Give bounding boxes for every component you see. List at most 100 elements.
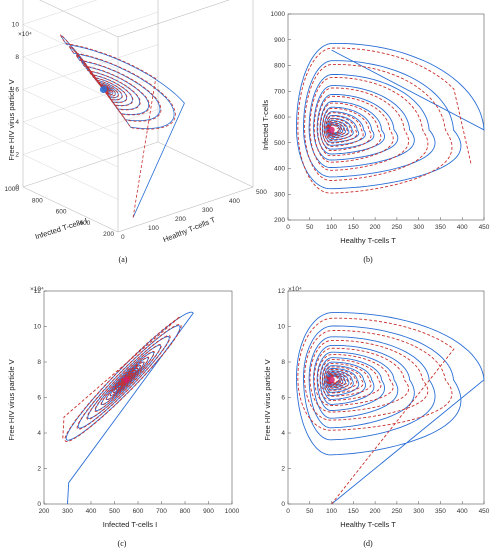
panel-a-gridline <box>22 141 159 188</box>
panel-d-ylabel: Free HIV virus particle V <box>263 359 272 440</box>
panel-b-xtick-label: 200 <box>370 224 381 231</box>
panel-a-ytick-label: 1000 <box>5 186 20 193</box>
panel-a-3d-plot: 0246810122004006008001000010020030040050… <box>5 0 267 264</box>
panel-b-xtick-label: 300 <box>413 224 424 231</box>
panel-d-ytick-label: 8 <box>281 359 285 366</box>
panel-b-ytick-label: 300 <box>274 191 285 198</box>
panel-c-xtick-label: 200 <box>39 508 50 515</box>
panel-b-xtick-label: 50 <box>306 224 314 231</box>
panel-b-series-dashed <box>297 47 472 194</box>
panel-b-ytick-label: 600 <box>274 114 285 121</box>
panel-a-trajectories <box>60 34 185 218</box>
panel-a-ytick-label: 800 <box>32 197 43 204</box>
panel-b-series-solid <box>296 42 485 190</box>
panel-d-xtick-label: 400 <box>457 508 468 515</box>
panel-b-ytick-label: 800 <box>274 63 285 70</box>
panel-a-ztick-label: 8 <box>15 54 19 61</box>
panel-d-plot: ×10⁴ Free HIV virus particle V Healthy T… <box>263 286 490 548</box>
panel-c-ytick-label: 0 <box>37 501 41 508</box>
panel-b-ytick-label: 700 <box>274 88 285 95</box>
panel-c-ytick-label: 10 <box>34 324 42 331</box>
panel-a-box-edge <box>117 0 230 38</box>
panel-d-ytick-label: 0 <box>281 501 285 508</box>
panel-d-caption: (d) <box>363 539 373 548</box>
panel-a-caption: (a) <box>119 255 128 264</box>
panel-a-ytick-label: 200 <box>103 231 114 238</box>
panel-c-xlabel: Infected T-cells I <box>103 520 157 529</box>
panel-a-gridline <box>22 89 119 135</box>
panel-b-xtick-label: 100 <box>326 224 337 231</box>
panel-a-ztick-label: 6 <box>15 87 19 94</box>
panel-c-xtick-label: 700 <box>156 508 167 515</box>
panel-c-plot: ×10⁴ Free HIV virus particle V Infected … <box>7 286 240 548</box>
panel-c-xtick-label: 500 <box>109 508 120 515</box>
panel-a-gridline <box>39 0 119 38</box>
panel-a-ztick-label: 2 <box>15 152 19 159</box>
panel-a-equilibrium-marker <box>99 86 107 94</box>
panel-b-ytick-label: 400 <box>274 166 285 173</box>
panel-a-gridline <box>22 11 159 58</box>
panel-a-ztick-label: 10 <box>12 22 20 29</box>
panel-c-y-multiplier: ×10⁴ <box>30 286 44 293</box>
panel-c-frame <box>43 290 233 505</box>
panel-b-xlabel: Healthy T-cells T <box>340 236 396 245</box>
panel-b-ytick-label: 900 <box>274 37 285 44</box>
panel-c-ytick-label: 6 <box>37 395 41 402</box>
panel-c-ylabel: Free HIV virus particle V <box>7 359 16 440</box>
panel-c-xtick-label: 900 <box>203 508 214 515</box>
panel-d-xtick-label: 150 <box>348 508 359 515</box>
panel-a-xlabel: Healthy T-cells T <box>162 215 217 244</box>
panel-b-ytick-label: 1000 <box>271 11 286 18</box>
panel-c-xtick-label: 400 <box>86 508 97 515</box>
panel-b-frame <box>287 13 485 221</box>
panel-a-ytick-label: 600 <box>56 209 67 216</box>
panel-a-xtick-label: 0 <box>121 234 125 241</box>
panel-b-xtick-label: 250 <box>391 224 402 231</box>
panel-d-xtick-label: 450 <box>479 508 490 515</box>
panel-c-xtick-label: 300 <box>62 508 73 515</box>
panel-d-xtick-label: 200 <box>370 508 381 515</box>
panel-a-xtick-label: 500 <box>256 189 267 196</box>
panel-d-series-dashed <box>297 317 455 505</box>
panel-c-equilibrium-marker <box>123 376 130 383</box>
panel-c-xtick-label: 800 <box>180 508 191 515</box>
panel-a-ztick-label: 4 <box>15 119 19 126</box>
panel-b-xtick-label: 350 <box>435 224 446 231</box>
panel-c-series-dashed <box>62 316 182 442</box>
panel-a-gridline <box>22 109 159 155</box>
panel-a-ztick-label: 0 <box>15 184 19 191</box>
panel-b-caption: (b) <box>363 255 373 264</box>
panel-d-ytick-label: 12 <box>278 288 286 295</box>
panel-d-xtick-label: 0 <box>286 508 290 515</box>
panel-a-xtick-label: 200 <box>175 216 186 223</box>
panel-d-xtick-label: 100 <box>326 508 337 515</box>
panel-d-xtick-label: 50 <box>306 508 314 515</box>
panel-d-xlabel: Healthy T-cells T <box>340 520 396 529</box>
panel-b-ytick-label: 500 <box>274 140 285 147</box>
panel-d-series-solid <box>296 312 485 505</box>
panel-b-equilibrium-marker <box>328 126 335 134</box>
panel-d-xtick-label: 350 <box>435 508 446 515</box>
panel-a-ytick-label: 400 <box>79 220 90 227</box>
panel-c-ytick-label: 8 <box>37 359 41 366</box>
panel-a-gridline <box>22 154 119 200</box>
panel-a-z-multiplier: ×10⁴ <box>18 31 32 38</box>
panel-a-series-solid <box>60 35 185 218</box>
panel-a-gridline <box>22 56 119 103</box>
panel-c-xtick-label: 600 <box>133 508 144 515</box>
panel-b-xtick-label: 400 <box>457 224 468 231</box>
panel-c-xtick-label: 1000 <box>225 508 240 515</box>
panel-a-gridline <box>22 186 119 233</box>
panel-d-ytick-label: 4 <box>281 430 285 437</box>
panel-b-xtick-label: 150 <box>348 224 359 231</box>
panel-c-caption: (c) <box>118 539 127 548</box>
panel-a-xtick-label: 300 <box>202 207 213 214</box>
panel-b-xtick-label: 0 <box>286 224 290 231</box>
panel-b-ylabel: Infected T-cells <box>261 100 270 151</box>
panel-a-gridline <box>22 121 119 168</box>
panel-d-xtick-label: 300 <box>413 508 424 515</box>
panel-a-xtick-label: 100 <box>148 225 159 232</box>
panel-a-box-edge <box>117 186 254 233</box>
panel-d-xtick-label: 250 <box>391 508 402 515</box>
